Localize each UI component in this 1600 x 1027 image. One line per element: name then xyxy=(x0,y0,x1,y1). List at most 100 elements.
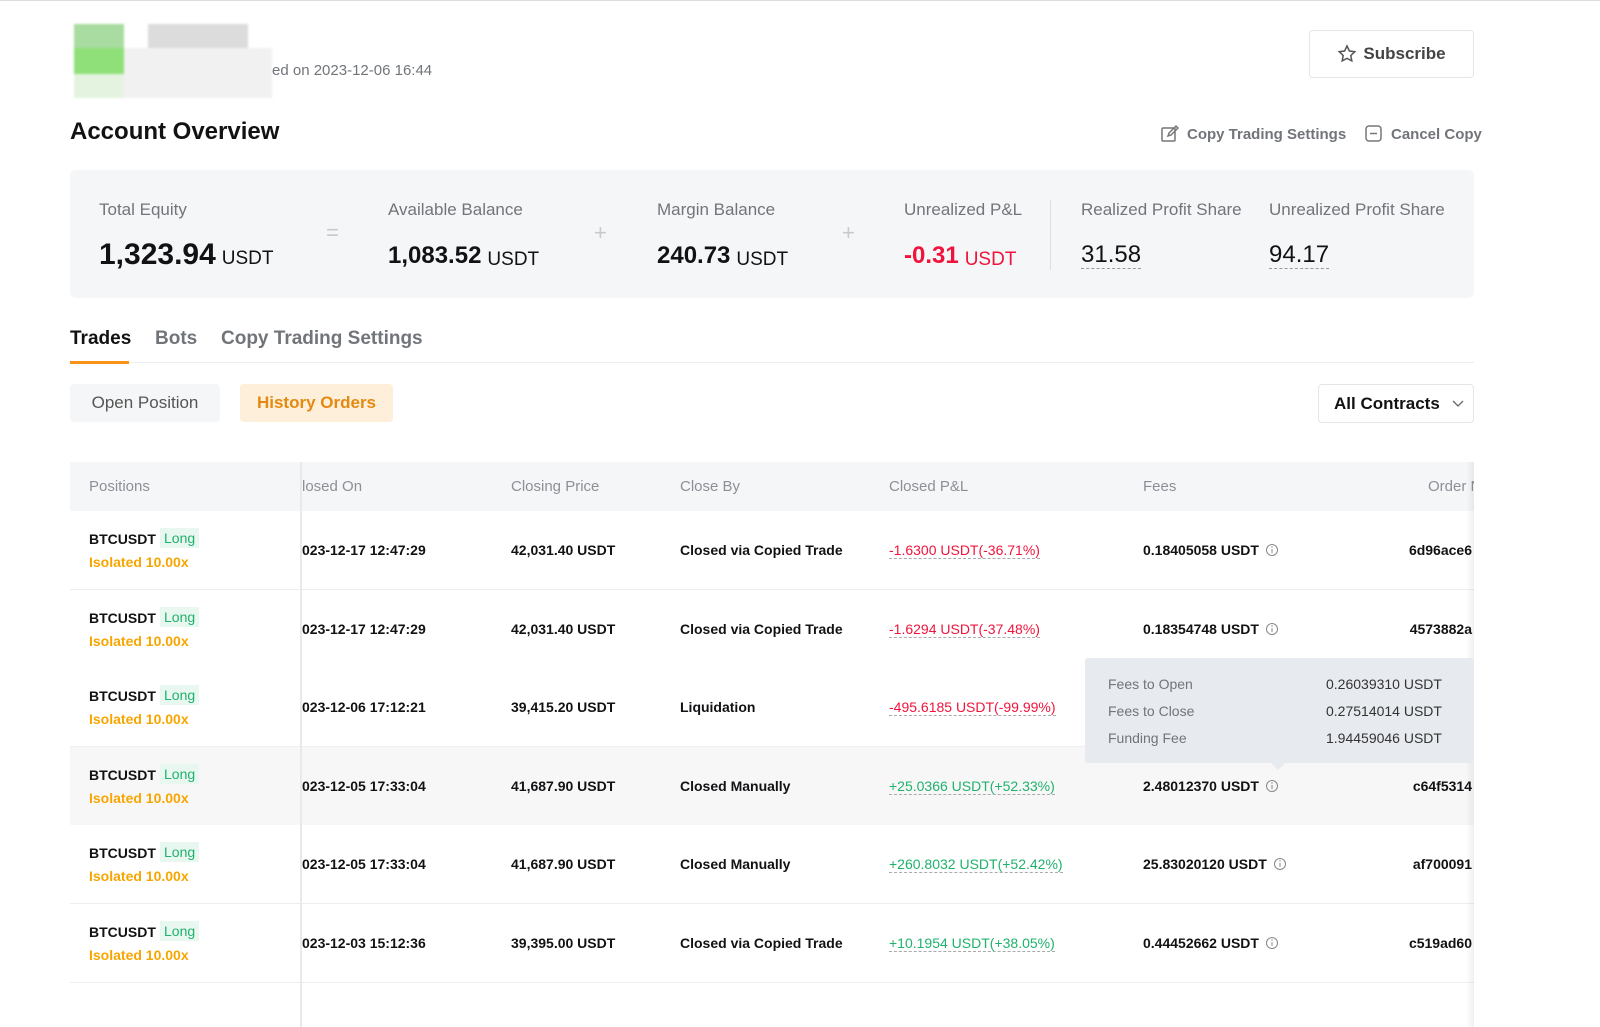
fees: 2.48012370 USDT xyxy=(1143,778,1279,794)
subtitle: ed on 2023-12-06 16:44 xyxy=(272,62,433,79)
metric-label: Available Balance xyxy=(388,200,523,219)
metric-unit: USDT xyxy=(221,248,274,269)
pnl: +25.0366 USDT(+52.33%) xyxy=(889,777,1055,795)
order-id: c64f5314 xyxy=(1412,777,1472,794)
operator: + xyxy=(594,220,607,245)
cell: 41,687.90 USDT xyxy=(511,777,616,794)
metric-value: 1,083.52 xyxy=(388,242,482,269)
fees: 0.18405058 USDT xyxy=(1143,542,1279,558)
column-header: Close By xyxy=(680,478,741,495)
info-icon[interactable] xyxy=(1265,779,1279,793)
side-badge: Long xyxy=(160,842,200,863)
metric-value: -0.31 xyxy=(904,242,959,269)
operator: = xyxy=(326,220,339,245)
column-header: Positions xyxy=(89,478,150,495)
fee-value: 0.18405058 USDT xyxy=(1143,542,1259,558)
copy-settings-link[interactable]: Copy Trading Settings xyxy=(1160,124,1346,144)
contract-filter[interactable]: All Contracts xyxy=(1318,384,1474,423)
action-label: Cancel Copy xyxy=(1391,125,1482,143)
cell: Closed via Copied Trade xyxy=(680,542,843,558)
metric-value: 240.73 xyxy=(657,242,731,269)
tab-underline xyxy=(70,361,129,364)
subscribe-button[interactable]: Subscribe xyxy=(1309,30,1474,78)
fees: 25.83020120 USDT xyxy=(1143,856,1287,872)
margin: Isolated 10.00x xyxy=(89,554,189,570)
side-badge: Long xyxy=(160,685,200,706)
info-icon[interactable] xyxy=(1265,543,1279,557)
cancel-copy-link[interactable]: Cancel Copy xyxy=(1364,124,1482,144)
column-header: Closing Price xyxy=(511,478,600,495)
symbol: BTCUSDT xyxy=(89,845,156,862)
tab[interactable]: Copy Trading Settings xyxy=(221,328,423,349)
fees: 0.18354748 USDT xyxy=(1143,621,1279,637)
fee-value: 25.83020120 USDT xyxy=(1143,856,1267,873)
metric-unit: USDT xyxy=(964,249,1017,270)
tooltip-label: Fees to Open xyxy=(1108,676,1193,692)
cell: Closed Manually xyxy=(680,777,791,794)
cell: Closed Manually xyxy=(680,856,791,873)
pnl: -495.6185 USDT(-99.99%) xyxy=(889,699,1056,717)
table-row[interactable] xyxy=(70,825,1474,905)
margin: Isolated 10.00x xyxy=(89,868,189,885)
cell cell: 023-12-05 17:33:04 xyxy=(302,777,426,794)
fee-tooltip: Fees to Open 0.26039310 USDT Fees to Close… xyxy=(1085,658,1474,763)
side-badge: Long xyxy=(160,606,200,627)
order-id: af700091 xyxy=(1412,856,1472,873)
tooltip-label: Funding Fee xyxy=(1108,730,1187,746)
cell: 41,687.90 USDT xyxy=(511,856,616,873)
symbol: BTCUSDT xyxy=(89,766,156,783)
table-header xyxy=(70,462,1474,511)
tooltip-value: 1.94459046 USDT xyxy=(1326,730,1442,746)
table-row[interactable] xyxy=(70,904,1474,983)
info-icon[interactable] xyxy=(1273,857,1287,871)
tab-rule xyxy=(70,362,1474,363)
cell: Closed via Copied Trade xyxy=(680,620,843,637)
metric-label: Margin Balance xyxy=(657,200,776,219)
column-header: Closed P&L xyxy=(889,478,969,495)
metric-value: 31.58 xyxy=(1081,241,1142,269)
table-row[interactable] xyxy=(70,589,1474,669)
metric-unit: USDT xyxy=(736,249,789,270)
tooltip-value: 0.27514014 USDT xyxy=(1326,703,1442,719)
sticky-shadow xyxy=(300,462,302,1027)
tab[interactable]: Bots xyxy=(155,328,198,349)
margin: Isolated 10.00x xyxy=(89,947,189,963)
tab[interactable]: Trades xyxy=(70,328,132,349)
cell cell: 023-12-17 12:47:29 xyxy=(302,542,426,558)
symbol: BTCUSDT xyxy=(89,924,156,940)
fees: 0.44452662 USDT xyxy=(1143,935,1279,951)
cell cell: 023-12-03 15:12:36 xyxy=(302,935,426,951)
pnl: +10.1954 USDT(+38.05%) xyxy=(889,935,1055,952)
cell cell: 023-12-06 17:12:21 xyxy=(302,699,426,716)
table-row[interactable] xyxy=(70,746,1474,826)
tooltip-arrow xyxy=(1271,763,1285,770)
overview-panel xyxy=(70,170,1474,298)
pnl: -1.6294 USDT(-37.48%) xyxy=(889,620,1040,638)
table-row[interactable] xyxy=(70,511,1474,590)
fee-value: 0.44452662 USDT xyxy=(1143,935,1259,951)
subtab[interactable]: Open Position xyxy=(70,384,220,422)
metric-label: Realized Profit Share xyxy=(1081,200,1242,219)
order-id: 4573882a xyxy=(1409,620,1472,637)
operator: + xyxy=(842,220,855,245)
fee-value: 0.18354748 USDT xyxy=(1143,620,1259,637)
top-border xyxy=(0,0,1600,1)
info-icon[interactable] xyxy=(1265,622,1279,636)
margin: Isolated 10.00x xyxy=(89,632,189,649)
metric-label: Unrealized Profit Share xyxy=(1269,200,1445,219)
column-header: Order N xyxy=(1428,478,1474,495)
subtab[interactable]: History Orders xyxy=(240,384,393,422)
metric-value: 94.17 xyxy=(1269,241,1330,269)
tooltip-value: 0.26039310 USDT xyxy=(1326,676,1442,692)
order-id: c519ad60 xyxy=(1408,935,1472,951)
info-icon[interactable] xyxy=(1265,936,1279,950)
cell cell: 023-12-17 12:47:29 xyxy=(302,620,426,637)
symbol: BTCUSDT xyxy=(89,531,156,547)
symbol: BTCUSDT xyxy=(89,688,156,705)
side-badge: Long xyxy=(160,921,200,941)
cell: 42,031.40 USDT xyxy=(511,620,616,637)
action-label: Copy Trading Settings xyxy=(1187,125,1347,143)
cell: 42,031.40 USDT xyxy=(511,542,616,558)
cell: Closed via Copied Trade xyxy=(680,935,843,951)
